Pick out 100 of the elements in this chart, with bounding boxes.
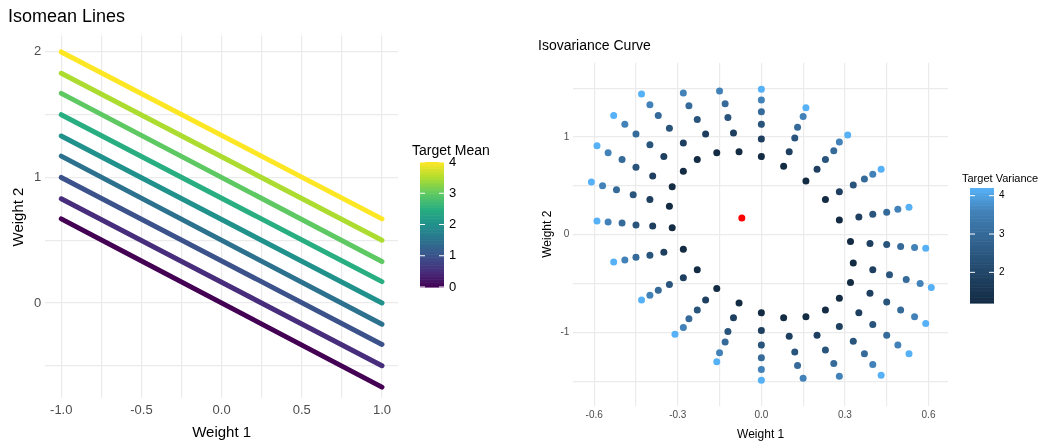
point: [922, 244, 930, 252]
point: [916, 280, 924, 288]
point: [757, 309, 765, 317]
point: [638, 296, 646, 304]
point: [905, 350, 913, 358]
point: [922, 320, 930, 328]
point: [905, 203, 913, 211]
point: [830, 147, 838, 155]
point: [802, 104, 810, 112]
point: [897, 306, 905, 314]
point: [794, 362, 802, 370]
point: [612, 186, 620, 194]
point: [679, 139, 687, 147]
point: [855, 309, 863, 317]
point: [855, 213, 863, 221]
color-bar-label: 4: [999, 189, 1005, 201]
color-bar-label: 1: [449, 247, 457, 263]
point: [799, 374, 807, 382]
point: [757, 341, 765, 349]
point: [849, 181, 857, 189]
point: [724, 327, 732, 335]
point: [813, 165, 821, 173]
point: [679, 245, 687, 253]
point: [654, 112, 662, 120]
point: [846, 279, 854, 287]
point: [729, 314, 737, 322]
point: [660, 153, 668, 161]
point: [869, 170, 877, 178]
y-axis-title: Weight 2: [9, 187, 27, 247]
y-tick-label: 1: [34, 169, 42, 185]
point: [883, 240, 891, 248]
point: [849, 259, 857, 267]
color-bar-label: 3: [999, 227, 1005, 239]
y-axis-title: Weight 2: [539, 210, 554, 258]
point: [780, 314, 788, 322]
point: [866, 289, 874, 297]
point: [621, 256, 629, 264]
color-bar-label: 0: [449, 278, 457, 294]
point: [886, 271, 893, 279]
point: [646, 196, 654, 204]
point: [665, 281, 673, 288]
point: [668, 224, 676, 232]
point: [835, 372, 843, 380]
point: [649, 172, 657, 180]
color-bar-title: Target Variance: [962, 171, 1039, 184]
point: [702, 130, 710, 138]
point: [646, 251, 654, 259]
chart-title: Isovariance Curve: [538, 37, 652, 54]
point: [735, 148, 743, 156]
x-tick-label: -0.5: [130, 401, 153, 417]
point: [685, 315, 693, 323]
point: [693, 115, 701, 123]
point: [785, 332, 793, 340]
point: [835, 294, 843, 302]
y-tick-label: 0: [34, 294, 42, 310]
point: [869, 361, 877, 369]
point: [757, 108, 765, 116]
point: [821, 155, 829, 163]
point: [646, 101, 654, 109]
point: [757, 365, 765, 373]
point: [791, 134, 799, 142]
x-axis-title: Weight 1: [737, 427, 785, 442]
point: [902, 276, 910, 284]
point: [897, 242, 905, 250]
point: [821, 346, 829, 354]
x-tick-label: -1.0: [50, 401, 73, 417]
x-tick-label: -0.3: [669, 409, 687, 421]
point: [835, 138, 843, 146]
point: [679, 167, 687, 175]
point: [716, 87, 724, 95]
point: [757, 96, 765, 104]
point: [629, 191, 637, 199]
point: [618, 219, 626, 227]
point: [632, 253, 640, 261]
point: [869, 266, 877, 274]
point: [713, 358, 721, 366]
point: [883, 208, 891, 216]
point: [721, 338, 729, 346]
point: [738, 214, 746, 222]
point: [757, 135, 765, 143]
point: [813, 331, 821, 339]
point: [883, 298, 891, 306]
point: [721, 100, 729, 108]
point: [830, 360, 838, 368]
x-tick-label: 1.0: [372, 401, 391, 417]
point: [860, 175, 868, 183]
point: [799, 113, 807, 121]
point: [660, 248, 668, 256]
point: [599, 182, 607, 190]
point: [632, 130, 640, 138]
x-tick-label: 0.6: [921, 409, 936, 421]
point: [593, 217, 601, 225]
point: [632, 221, 640, 229]
point: [604, 218, 612, 226]
point: [604, 149, 612, 157]
point: [679, 274, 687, 282]
point: [671, 330, 679, 338]
point: [835, 322, 843, 330]
point: [693, 266, 701, 274]
point: [735, 299, 743, 307]
